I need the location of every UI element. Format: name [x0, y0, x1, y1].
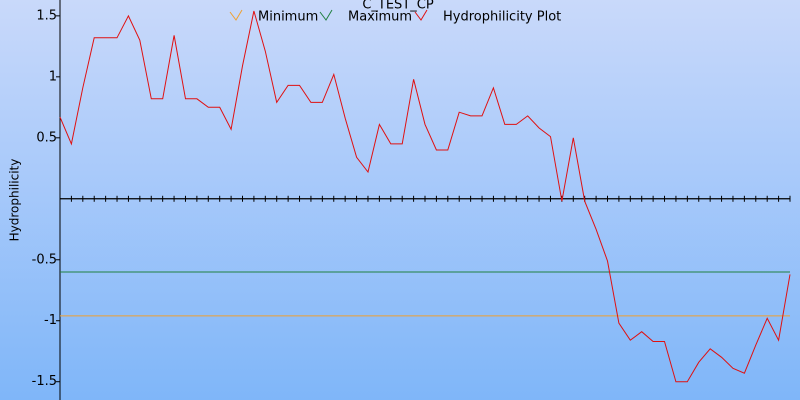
y-tick-label: 1.5 — [36, 8, 57, 23]
legend-label: Hydrophilicity Plot — [443, 10, 561, 25]
chart-title: C_TEST_CP — [362, 0, 434, 13]
legend-icon — [229, 9, 243, 21]
legend-icon — [319, 9, 333, 21]
y-tick-label: -1.5 — [32, 374, 57, 389]
y-axis-label: Hydrophilicity — [8, 159, 22, 242]
series-line — [59, 10, 791, 383]
legend-label: Maximum — [348, 10, 412, 25]
legend-label: Minimum — [258, 10, 318, 25]
legend-icon — [414, 9, 428, 21]
y-tick-label: 0.5 — [36, 130, 57, 145]
y-tick-label: 1 — [49, 69, 57, 84]
y-tick-label: -0.5 — [32, 252, 57, 267]
y-tick-label: -1 — [44, 313, 57, 328]
